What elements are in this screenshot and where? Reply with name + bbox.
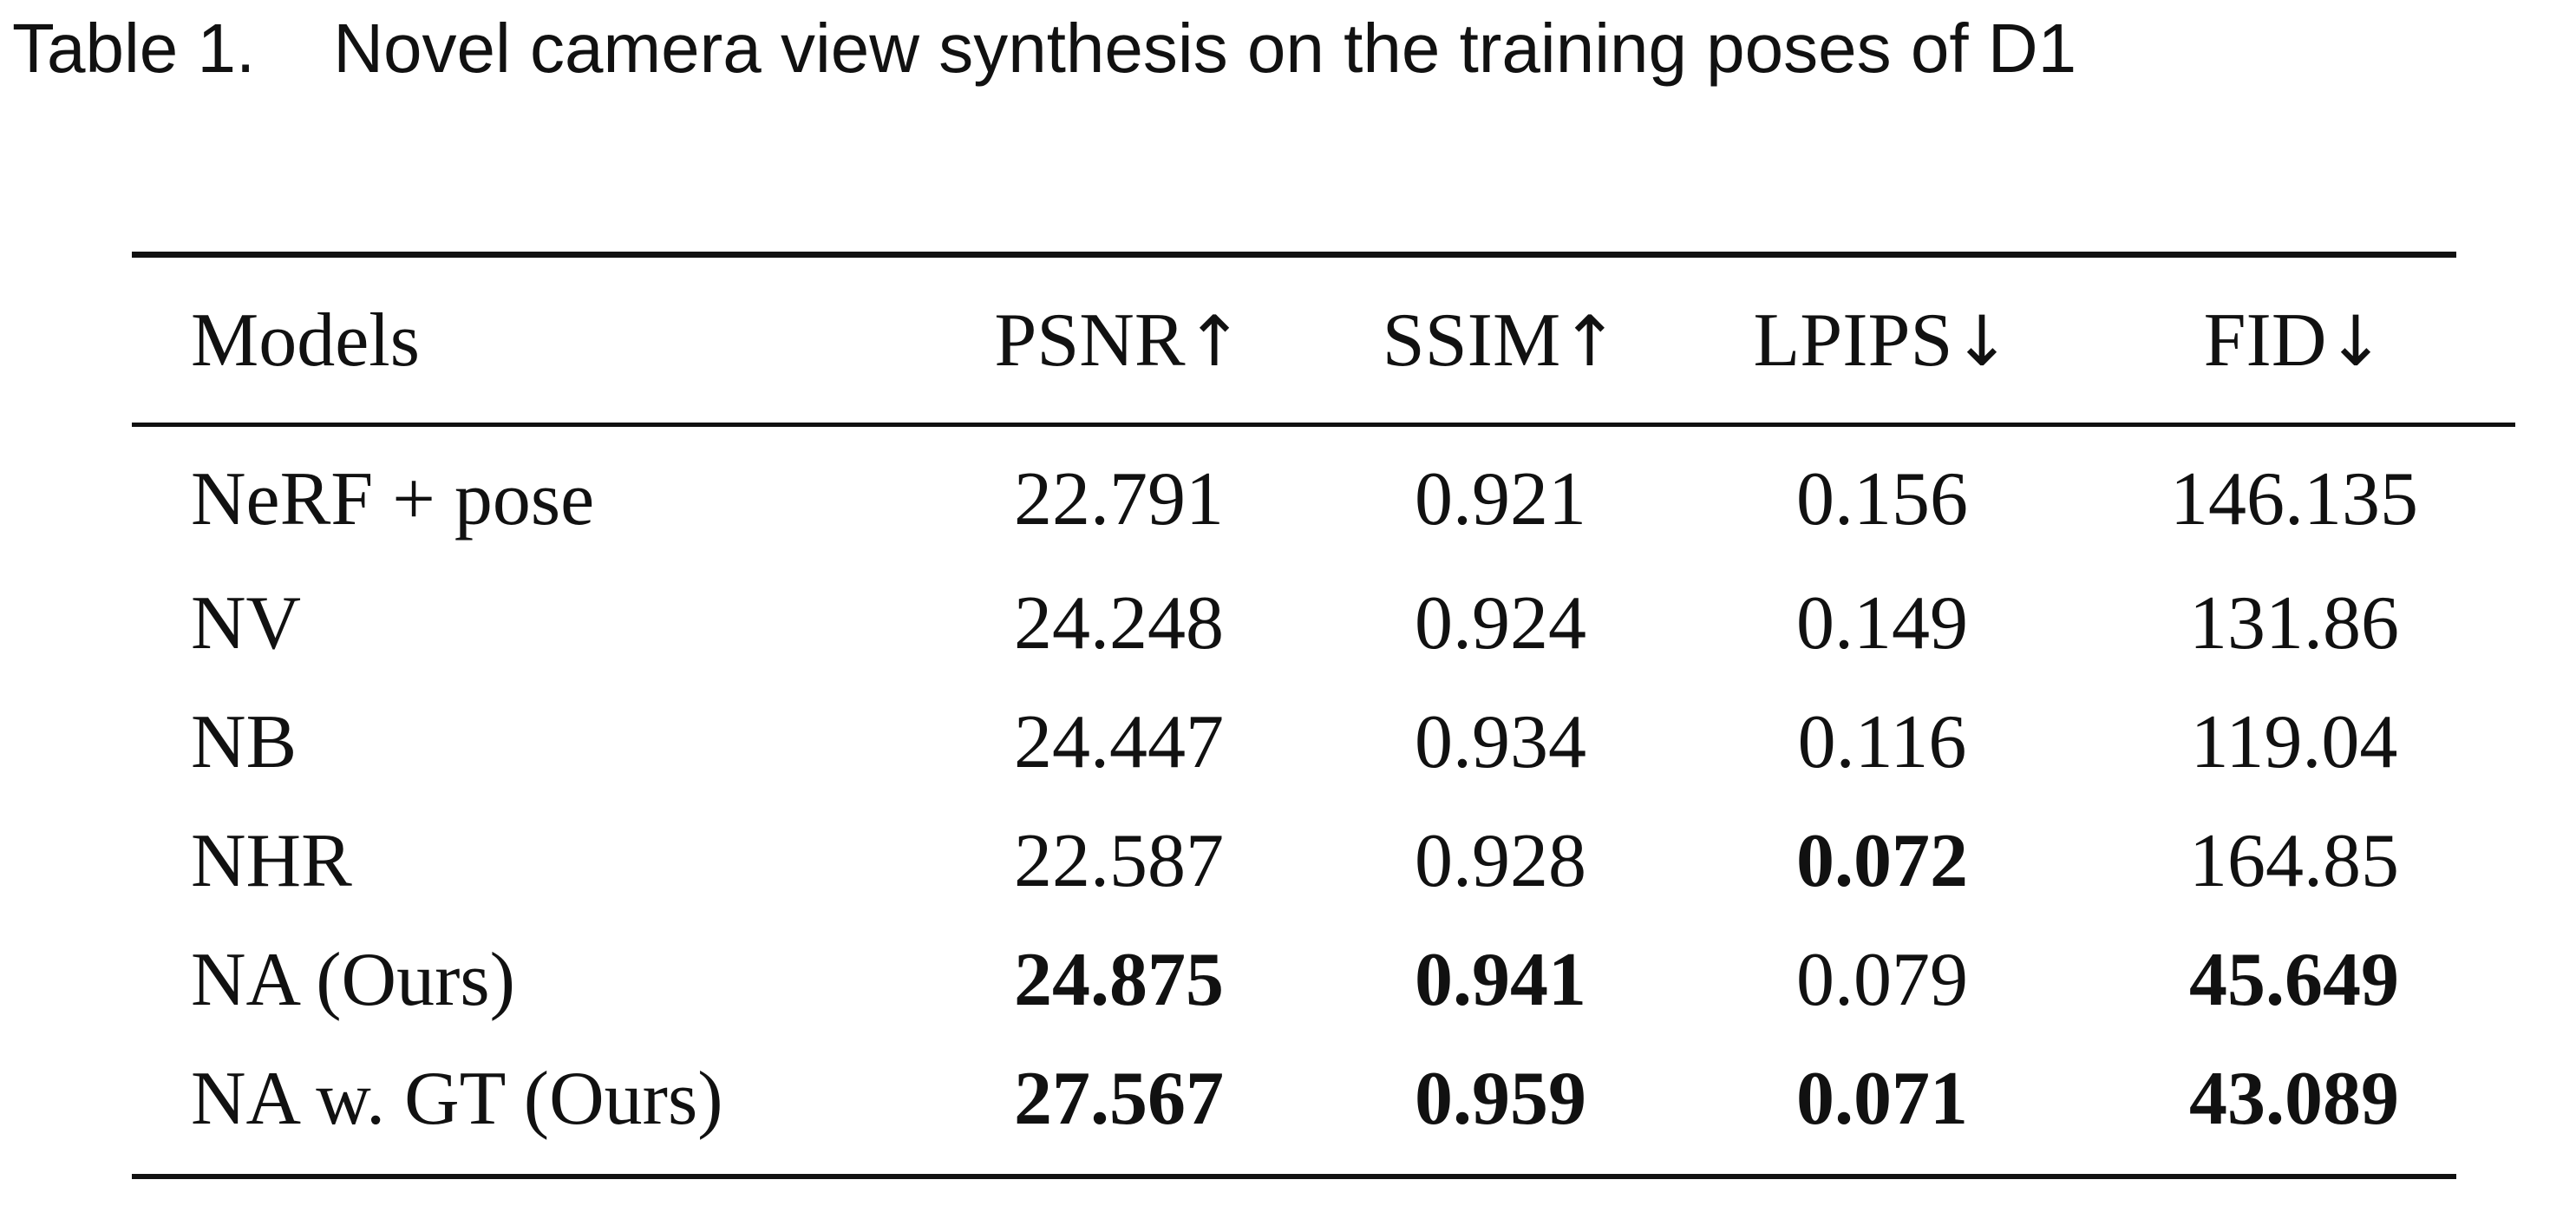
cell-model: NA w. GT (Ours) bbox=[191, 1057, 723, 1141]
cell-lpips: 0.156 bbox=[1796, 456, 1968, 541]
table-row: NeRF + pose 22.791 0.921 0.156 146.135 bbox=[132, 427, 2515, 564]
cell-fid: 164.85 bbox=[2189, 819, 2399, 903]
header-models: Models bbox=[191, 298, 420, 383]
cell-lpips: 0.071 bbox=[1796, 1057, 1968, 1141]
cell-ssim: 0.928 bbox=[1415, 819, 1586, 903]
caption-label: Table 1. bbox=[12, 10, 256, 87]
cell-model: NB bbox=[191, 700, 297, 784]
cell-ssim: 0.934 bbox=[1415, 700, 1586, 784]
cell-ssim: 0.921 bbox=[1415, 456, 1586, 541]
up-arrow-icon: ↑ bbox=[1560, 300, 1619, 382]
mid-rule bbox=[132, 423, 2515, 427]
cell-psnr: 24.248 bbox=[1014, 581, 1224, 665]
up-arrow-icon: ↑ bbox=[1185, 300, 1244, 382]
cell-lpips: 0.079 bbox=[1796, 938, 1968, 1022]
cell-ssim: 0.959 bbox=[1415, 1057, 1586, 1141]
bottom-rule bbox=[132, 1174, 2456, 1179]
cell-lpips: 0.149 bbox=[1796, 581, 1968, 665]
cell-model: NV bbox=[191, 581, 302, 665]
cell-fid: 43.089 bbox=[2189, 1057, 2399, 1141]
top-rule bbox=[132, 252, 2456, 258]
table-row: NA (Ours) 24.875 0.941 0.079 45.649 bbox=[132, 921, 2515, 1039]
cell-model: NA (Ours) bbox=[191, 938, 515, 1022]
table-caption: Table 1. Novel camera view synthesis on t… bbox=[12, 5, 2571, 92]
cell-model: NHR bbox=[191, 819, 352, 903]
cell-fid: 146.135 bbox=[2170, 456, 2418, 541]
down-arrow-icon: ↓ bbox=[1952, 300, 2011, 382]
header-fid: FID↓ bbox=[2203, 298, 2385, 383]
table-row: NA w. GT (Ours) 27.567 0.959 0.071 43.08… bbox=[132, 1039, 2515, 1158]
table-row: NHR 22.587 0.928 0.072 164.85 bbox=[132, 802, 2515, 921]
header-ssim: SSIM↑ bbox=[1382, 298, 1619, 383]
table-row: NV 24.248 0.924 0.149 131.86 bbox=[132, 564, 2515, 683]
cell-lpips: 0.072 bbox=[1796, 819, 1968, 903]
cell-fid: 45.649 bbox=[2189, 938, 2399, 1022]
cell-psnr: 22.791 bbox=[1014, 456, 1224, 541]
cell-psnr: 22.587 bbox=[1014, 819, 1224, 903]
header-psnr: PSNR↑ bbox=[994, 298, 1244, 383]
results-table-container: Models PSNR↑ SSIM↑ LPIPS↓ FID↓ NeRF + po… bbox=[132, 252, 2515, 1179]
cell-psnr: 27.567 bbox=[1014, 1057, 1224, 1141]
cell-ssim: 0.924 bbox=[1415, 581, 1586, 665]
cell-fid: 131.86 bbox=[2189, 581, 2399, 665]
cell-ssim: 0.941 bbox=[1415, 938, 1586, 1022]
cell-lpips: 0.116 bbox=[1797, 700, 1967, 784]
cell-psnr: 24.875 bbox=[1014, 938, 1224, 1022]
down-arrow-icon: ↓ bbox=[2326, 300, 2385, 382]
cell-fid: 119.04 bbox=[2190, 700, 2398, 784]
header-row: Models PSNR↑ SSIM↑ LPIPS↓ FID↓ bbox=[132, 258, 2515, 423]
header-lpips: LPIPS↓ bbox=[1753, 298, 2011, 383]
cell-model: NeRF + pose bbox=[191, 456, 595, 541]
table-row: NB 24.447 0.934 0.116 119.04 bbox=[132, 683, 2515, 802]
caption-text: Novel camera view synthesis on the train… bbox=[333, 10, 2077, 87]
cell-psnr: 24.447 bbox=[1014, 700, 1224, 784]
results-table: Models PSNR↑ SSIM↑ LPIPS↓ FID↓ NeRF + po… bbox=[132, 258, 2515, 1158]
